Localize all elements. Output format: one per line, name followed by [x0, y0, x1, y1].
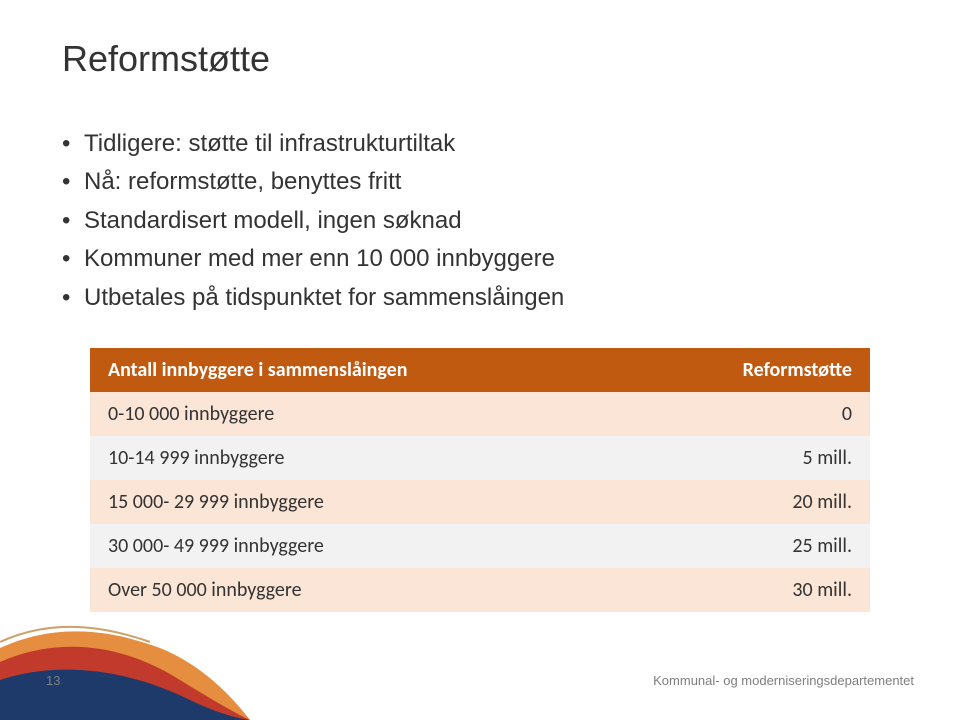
table-cell-label: 15 000- 29 999 innbyggere: [90, 480, 634, 524]
page-title: Reformstøtte: [62, 38, 270, 80]
table-row: 15 000- 29 999 innbyggere 20 mill.: [90, 480, 870, 524]
table-row: 0-10 000 innbyggere 0: [90, 392, 870, 436]
bullet-item: Utbetales på tidspunktet for sammenslåin…: [62, 282, 898, 314]
table-cell-value: 0: [634, 392, 870, 436]
table-cell-value: 20 mill.: [634, 480, 870, 524]
reformstotte-table: Antall innbyggere i sammenslåingen Refor…: [90, 348, 870, 612]
table-cell-label: 30 000- 49 999 innbyggere: [90, 524, 634, 568]
bullet-list: Tidligere: støtte til infrastrukturtilta…: [62, 128, 898, 320]
table-header-row: Antall innbyggere i sammenslåingen Refor…: [90, 348, 870, 392]
bullet-item: Kommuner med mer enn 10 000 innbyggere: [62, 243, 898, 275]
table-row: 10-14 999 innbyggere 5 mill.: [90, 436, 870, 480]
ribbon-decoration-icon: [0, 600, 250, 720]
table-cell-label: 10-14 999 innbyggere: [90, 436, 634, 480]
table-cell-label: Over 50 000 innbyggere: [90, 568, 634, 612]
bullet-item: Nå: reformstøtte, benyttes fritt: [62, 166, 898, 198]
table-cell-label: 0-10 000 innbyggere: [90, 392, 634, 436]
table-cell-value: 30 mill.: [634, 568, 870, 612]
table-header-left: Antall innbyggere i sammenslåingen: [90, 348, 634, 392]
bullet-item: Standardisert modell, ingen søknad: [62, 205, 898, 237]
table-cell-value: 25 mill.: [634, 524, 870, 568]
table-row: 30 000- 49 999 innbyggere 25 mill.: [90, 524, 870, 568]
table-cell-value: 5 mill.: [634, 436, 870, 480]
table-row: Over 50 000 innbyggere 30 mill.: [90, 568, 870, 612]
slide: Reformstøtte Tidligere: støtte til infra…: [0, 0, 960, 720]
page-number: 13: [46, 673, 60, 688]
bullet-item: Tidligere: støtte til infrastrukturtilta…: [62, 128, 898, 160]
table: Antall innbyggere i sammenslåingen Refor…: [90, 348, 870, 612]
table-header-right: Reformstøtte: [634, 348, 870, 392]
footer-text: Kommunal- og moderniseringsdepartementet: [653, 673, 914, 688]
